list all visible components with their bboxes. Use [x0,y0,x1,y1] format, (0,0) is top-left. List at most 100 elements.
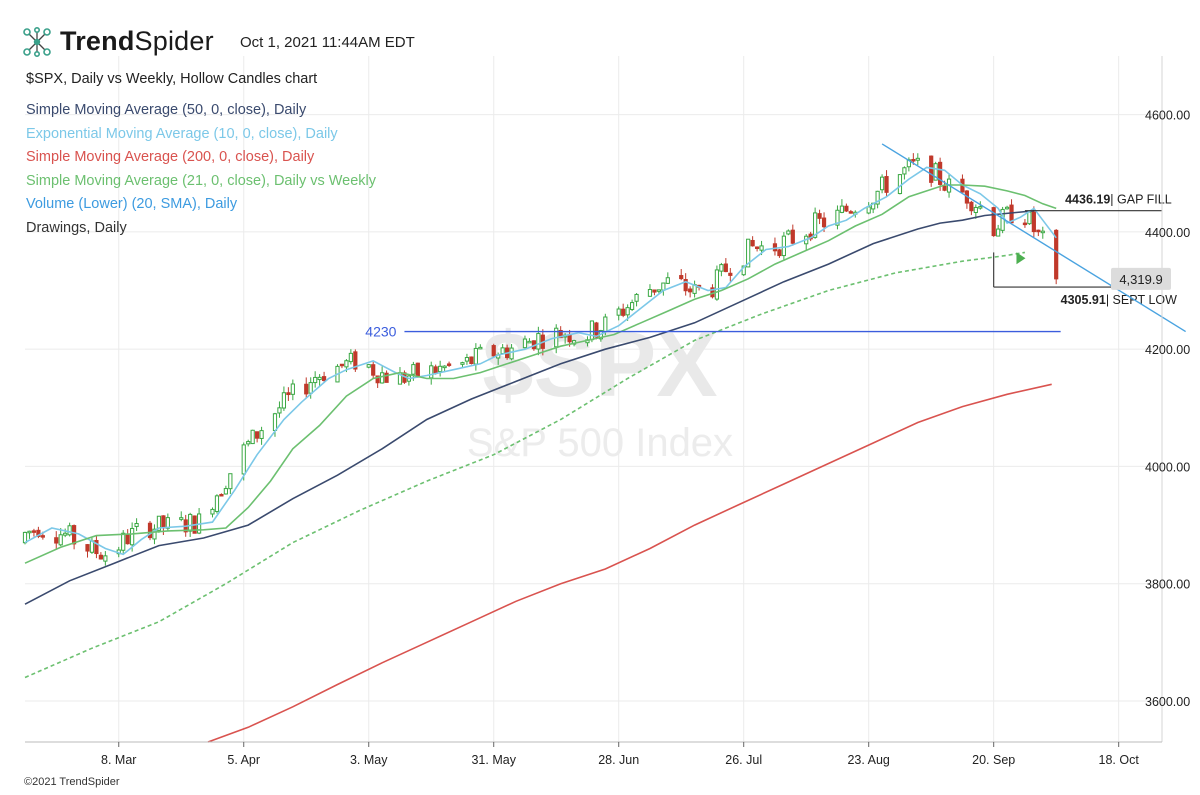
candle-body [679,275,684,280]
candle-body [67,525,72,536]
candle-body [683,279,688,292]
x-tick-label: 20. Sep [972,753,1015,767]
candle-body [942,185,947,191]
candle-body [219,493,224,497]
candle-body [98,554,103,560]
x-tick-label: 3. May [350,753,388,767]
candle-body [688,288,693,293]
candle-body [603,316,608,332]
candle-body [656,289,661,292]
indicator-legend: Simple Moving Average (50, 0, close), Da… [26,101,376,242]
candle-body [522,338,528,349]
candle-body [821,217,827,228]
candle-body [308,382,313,394]
gap-fill-label: 4436.19| GAP FILL [1065,193,1172,207]
candle-body [902,167,907,175]
chart-timestamp: Oct 1, 2021 11:44AM EDT [240,34,415,51]
candle-body [321,376,327,382]
candle-body [246,441,251,445]
candle-body [179,517,184,520]
y-tick-label: 3800.00 [1145,578,1190,592]
y-tick-label: 4200.00 [1145,343,1190,357]
candle-body [415,362,420,377]
candle-body [125,533,130,545]
candle-body [31,530,37,533]
candle-body [277,407,282,414]
candle-body [911,158,916,162]
x-tick-label: 28. Jun [598,753,639,767]
candle-body [817,213,822,219]
candle-body [567,334,572,343]
x-tick-label: 8. Mar [101,753,136,767]
candle-body [22,531,28,544]
candle-body [536,333,541,350]
candle-body [223,488,228,495]
legend-item[interactable]: Drawings, Daily [26,219,127,236]
candle-body [491,345,496,357]
candle-body [446,363,452,366]
candle-body [915,157,920,161]
candle-body [661,282,666,291]
series-line-4 [24,251,1026,679]
candle-body [754,246,760,249]
candle-body [969,201,974,212]
legend-item[interactable]: Volume (Lower) (20, SMA), Daily [26,196,238,212]
candle-body [375,375,380,384]
candle-body [411,364,416,375]
candle-body [1022,222,1028,226]
candle-body [478,346,483,350]
candle-body [58,534,63,546]
y-tick-label: 3600.00 [1145,695,1190,709]
candle-body [741,265,746,276]
candle-body [54,537,59,544]
x-tick-label: 5. Apr [227,753,260,767]
x-tick-label: 26. Jul [725,753,762,767]
candle-body [500,347,505,355]
legend-item[interactable]: Simple Moving Average (200, 0, close), D… [26,149,315,165]
candle-body [313,376,318,384]
series-line-1 [24,166,1057,556]
candle-body [978,206,983,209]
chart-title: $SPX, Daily vs Weekly, Hollow Candles ch… [26,71,318,87]
trendspider-logo-icon [23,26,51,57]
y-tick-label: 4600.00 [1145,109,1190,123]
candle-body [469,356,474,365]
legend-item[interactable]: Simple Moving Average (21, 0, close), Da… [26,172,377,189]
candle-body [589,320,595,341]
candle-body [509,347,514,360]
candle-body [210,508,215,515]
series-line-0 [24,210,1034,605]
candle-body [250,429,255,445]
candle-body [27,530,32,534]
candle-body [973,206,978,214]
candle-body [147,522,153,539]
candle-body [844,205,849,212]
candle-body [839,205,845,213]
candle-body [241,444,246,475]
y-tick-label: 4400.00 [1145,226,1190,240]
drawings-layer: 4230 4436.19| GAP FILL 4305.91| SEPT LOW [365,143,1187,340]
candle-body [1004,206,1010,210]
indicator-lines [24,166,1057,743]
price-label-box [1111,267,1171,290]
candle-body [121,532,126,551]
legend-item[interactable]: Simple Moving Average (50, 0, close), Da… [26,102,307,118]
copyright: ©2021 TrendSpider [24,776,120,788]
candle-body [786,230,791,235]
candle-body [429,365,434,379]
candle-body [214,495,220,512]
y-tick-label: 4000.00 [1145,460,1190,474]
candle-body [460,362,465,365]
legend-item[interactable]: Exponential Moving Average (10, 0, close… [26,125,338,142]
candle-body [353,351,358,370]
candle-body [1031,211,1036,233]
candle-body [304,383,309,395]
candle-body [255,431,260,439]
candle-body [1009,204,1014,224]
candle-body [929,155,934,183]
chart-header: TrendSpider Oct 1, 2021 11:44AM EDT $SPX… [0,0,1200,240]
candle-body [759,245,764,251]
candle-body [665,277,670,284]
candle-body [366,364,371,368]
